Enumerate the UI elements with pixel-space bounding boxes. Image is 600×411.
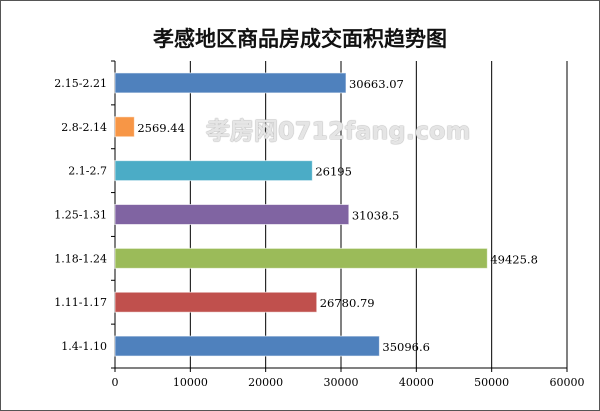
y-tick-label: 1.4-1.10 (61, 340, 107, 353)
x-tick-label: 40000 (399, 376, 434, 389)
data-label: 35096.6 (382, 340, 430, 354)
x-tick-label: 60000 (550, 376, 585, 389)
y-tick-label: 1.11-1.17 (54, 296, 107, 309)
bar (114, 247, 488, 269)
x-tick-label: 0 (112, 376, 119, 389)
x-tick-label: 10000 (173, 376, 208, 389)
chart-title: 孝感地区商品房成交面积趋势图 (153, 27, 447, 51)
y-tick-label: 2.8-2.14 (61, 121, 107, 134)
bar (114, 291, 318, 313)
y-tick-label: 2.15-2.21 (54, 77, 107, 90)
x-tick-label: 30000 (324, 376, 359, 389)
watermark: 孝房网0712fang.com (206, 117, 471, 145)
data-label: 31038.5 (352, 209, 400, 223)
data-label: 26195 (315, 165, 352, 179)
bar (114, 160, 313, 182)
bar (114, 116, 135, 138)
y-tick-label: 1.25-1.31 (54, 209, 107, 222)
bar (114, 335, 380, 357)
x-tick-label: 20000 (248, 376, 283, 389)
bar (114, 72, 347, 94)
data-label: 2569.44 (137, 121, 185, 135)
y-tick-label: 1.18-1.24 (54, 252, 107, 265)
bar (114, 204, 350, 225)
x-tick-label: 50000 (474, 376, 509, 389)
y-tick-label: 2.1-2.7 (68, 165, 107, 178)
data-label: 30663.07 (349, 77, 404, 91)
data-label: 26780.79 (320, 296, 375, 310)
data-label: 49425.8 (490, 252, 538, 266)
